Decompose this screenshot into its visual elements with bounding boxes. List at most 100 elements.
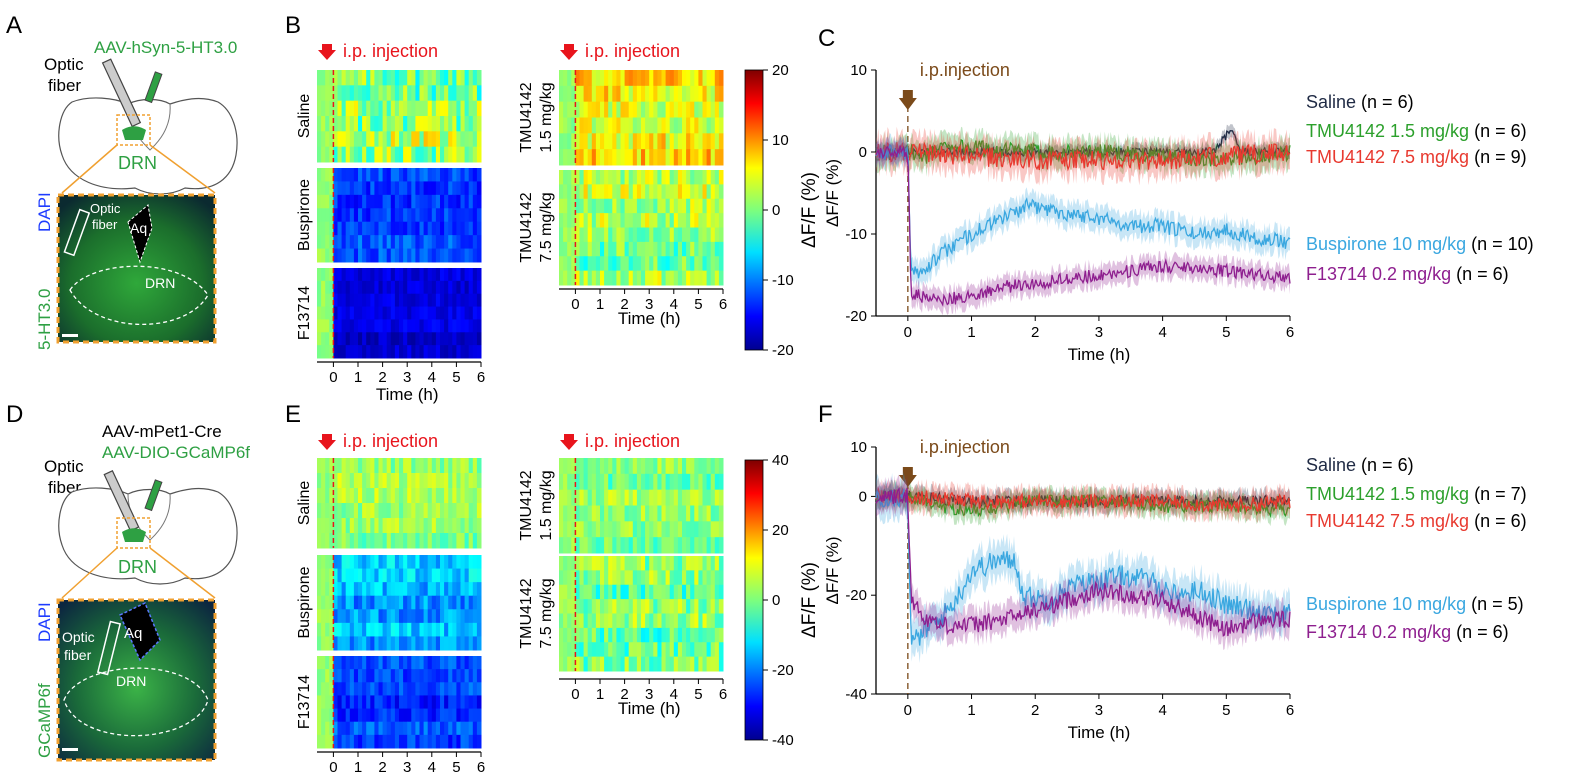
heatmap-cell	[649, 458, 654, 475]
heatmap-cell	[472, 656, 478, 670]
heatmap-cell	[341, 458, 347, 474]
heatmap-cell	[579, 227, 585, 243]
heatmap-cell	[661, 270, 667, 286]
heatmap-cell	[604, 270, 609, 286]
heatmap-cell	[419, 235, 425, 250]
heatmap-cell	[575, 505, 580, 522]
heatmap-cell	[317, 332, 322, 346]
heatmap-cell	[575, 489, 580, 506]
heatmap-cell	[411, 319, 416, 333]
heatmap-cell	[595, 599, 601, 615]
heatmap-cell	[632, 473, 638, 491]
heatmap-cell	[567, 227, 572, 243]
heatmap-cell	[702, 198, 708, 214]
heatmap-cell	[604, 489, 609, 506]
heatmap-cell	[349, 116, 355, 132]
legend-series-name: TMU4142 7.5 mg/kg	[1306, 147, 1474, 167]
heatmap-cell	[399, 734, 404, 749]
heatmap-cell	[563, 489, 568, 506]
heatmap-cell	[403, 636, 408, 651]
colorbar-tick-label: -20	[772, 662, 794, 679]
heatmap-cell	[349, 721, 355, 736]
heatmap-cell	[456, 181, 461, 196]
heatmap-cell	[641, 599, 646, 615]
heatmap-cell	[341, 656, 347, 670]
heatmap-cell	[321, 268, 326, 282]
heatmap-cell	[345, 116, 351, 132]
heatmap-cell	[464, 708, 470, 723]
heatmap-cell	[378, 458, 384, 474]
heatmap-cell	[628, 521, 634, 538]
heatmap-cell	[476, 609, 482, 624]
heatmap-cell	[444, 116, 449, 132]
heatmap-cell	[657, 537, 662, 554]
heatmap-cell	[653, 198, 658, 214]
heatmap-cell	[370, 518, 375, 534]
heatmap-cell	[472, 116, 478, 132]
heatmap-cell	[624, 584, 630, 600]
heatmap-cell	[628, 270, 634, 286]
heatmap-cell	[612, 458, 617, 475]
heatmap-cell	[641, 198, 646, 214]
heatmap-cell	[694, 198, 699, 214]
heatmap-cell	[435, 582, 441, 597]
heatmap-cell	[431, 636, 437, 651]
time-tick-label: 5	[694, 686, 702, 703]
heatmap-cell	[452, 146, 457, 163]
heatmap-cell	[616, 537, 621, 554]
heatmap-cell	[649, 227, 654, 243]
heatmap-cell	[337, 568, 343, 583]
heatmap-cell	[710, 656, 716, 672]
heatmap-cell	[448, 533, 453, 549]
heatmap-cell	[448, 721, 453, 736]
heatmap-cell	[423, 168, 429, 182]
heatmap-cell	[608, 270, 613, 286]
heatmap-cell	[632, 570, 638, 586]
heatmap-cell	[386, 622, 392, 637]
heatmap-cell	[587, 521, 593, 538]
heatmap-cell	[407, 682, 412, 696]
heatmap-cell	[460, 734, 466, 749]
heatmap-cell	[563, 133, 568, 150]
heatmap-cell	[390, 85, 396, 102]
heatmap-cell	[366, 319, 371, 333]
heatmap-cell	[628, 213, 634, 229]
heatmap-cell	[382, 721, 388, 736]
heatmap-cell	[694, 170, 699, 185]
heatmap-cell	[604, 458, 609, 475]
heatmap-cell	[452, 194, 457, 209]
heatmap-cell	[641, 584, 646, 600]
heatmap-cell	[440, 582, 445, 597]
heatmap-cell	[337, 131, 343, 148]
heatmap-cell	[333, 248, 338, 263]
heatmap-cell	[321, 582, 326, 597]
heatmap-cell	[559, 656, 564, 672]
heatmap-cell	[411, 582, 416, 597]
heatmap-cell	[427, 568, 433, 583]
heatmap-cell	[358, 194, 363, 209]
heatmap-cell	[333, 695, 338, 710]
heatmap-cell	[563, 537, 568, 554]
heatmap-cell	[710, 489, 716, 506]
heatmap-cell	[349, 503, 355, 519]
x-tick-label: 5	[1222, 324, 1230, 341]
heatmap-cell	[559, 256, 564, 272]
heatmap-cell	[358, 622, 363, 637]
heatmap-cell	[706, 473, 712, 491]
heatmap-cell	[399, 116, 404, 132]
heatmap-cell	[595, 85, 601, 103]
heatmap-cell	[399, 280, 404, 295]
heatmap-cell	[669, 170, 675, 185]
heatmap-cell	[448, 181, 453, 196]
heatmap-cell	[353, 181, 359, 196]
heatmap-cell	[694, 627, 699, 643]
heatmap-cell	[337, 100, 343, 117]
heatmap-cell	[706, 599, 712, 615]
heatmap-cell	[710, 627, 716, 643]
y-tick-label: -20	[845, 587, 867, 604]
heatmap-cell	[370, 734, 375, 749]
heatmap-cell	[390, 568, 396, 583]
heatmap-cell	[559, 556, 564, 571]
heatmap-cell	[370, 293, 375, 308]
heatmap-cell	[321, 168, 326, 182]
